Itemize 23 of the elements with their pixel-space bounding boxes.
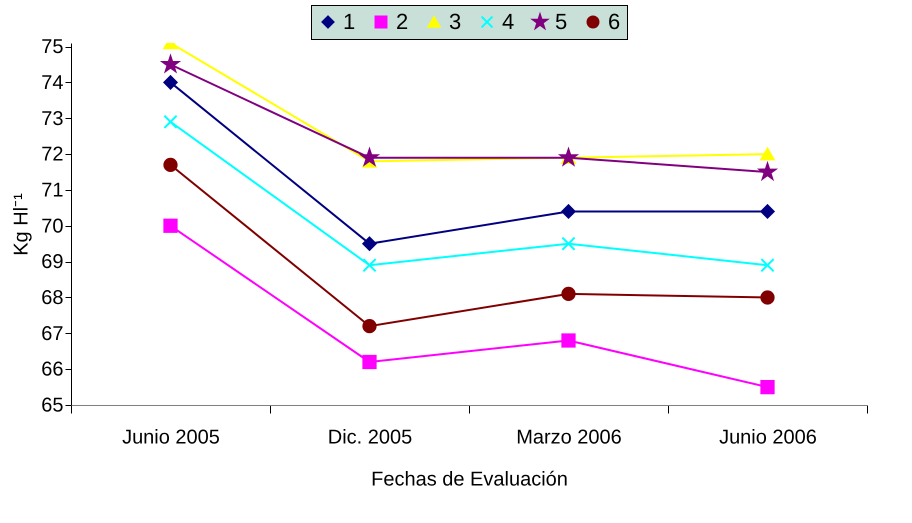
legend-label: 4 — [502, 9, 514, 34]
legend-label: 2 — [396, 9, 408, 34]
y-tick-label: 70 — [41, 215, 64, 238]
x-axis-title: Fechas de Evaluación — [371, 468, 568, 490]
y-tick-label: 73 — [41, 108, 64, 130]
legend-label: 1 — [343, 9, 356, 34]
x-tick-label: Junio 2006 — [719, 426, 817, 448]
y-tick-label: 66 — [41, 358, 64, 381]
y-tick-label: 65 — [41, 394, 64, 416]
x-tick-label: Dic. 2005 — [328, 426, 412, 448]
y-tick-label: 71 — [41, 179, 64, 202]
y-tick-label: 69 — [41, 251, 64, 274]
legend-label: 5 — [555, 9, 568, 34]
y-tick-label: 74 — [41, 72, 64, 94]
y-tick-label: 75 — [41, 36, 64, 58]
y-axis-title: Kg Hl⁻¹ — [10, 192, 32, 256]
y-tick-label: 68 — [41, 286, 64, 309]
y-tick-label: 72 — [41, 144, 64, 166]
legend-label: 6 — [608, 9, 620, 34]
legend-label: 3 — [449, 9, 462, 34]
y-tick-label: 67 — [41, 322, 64, 345]
x-tick-label: Marzo 2006 — [516, 426, 622, 448]
x-tick-label: Junio 2005 — [122, 426, 220, 448]
